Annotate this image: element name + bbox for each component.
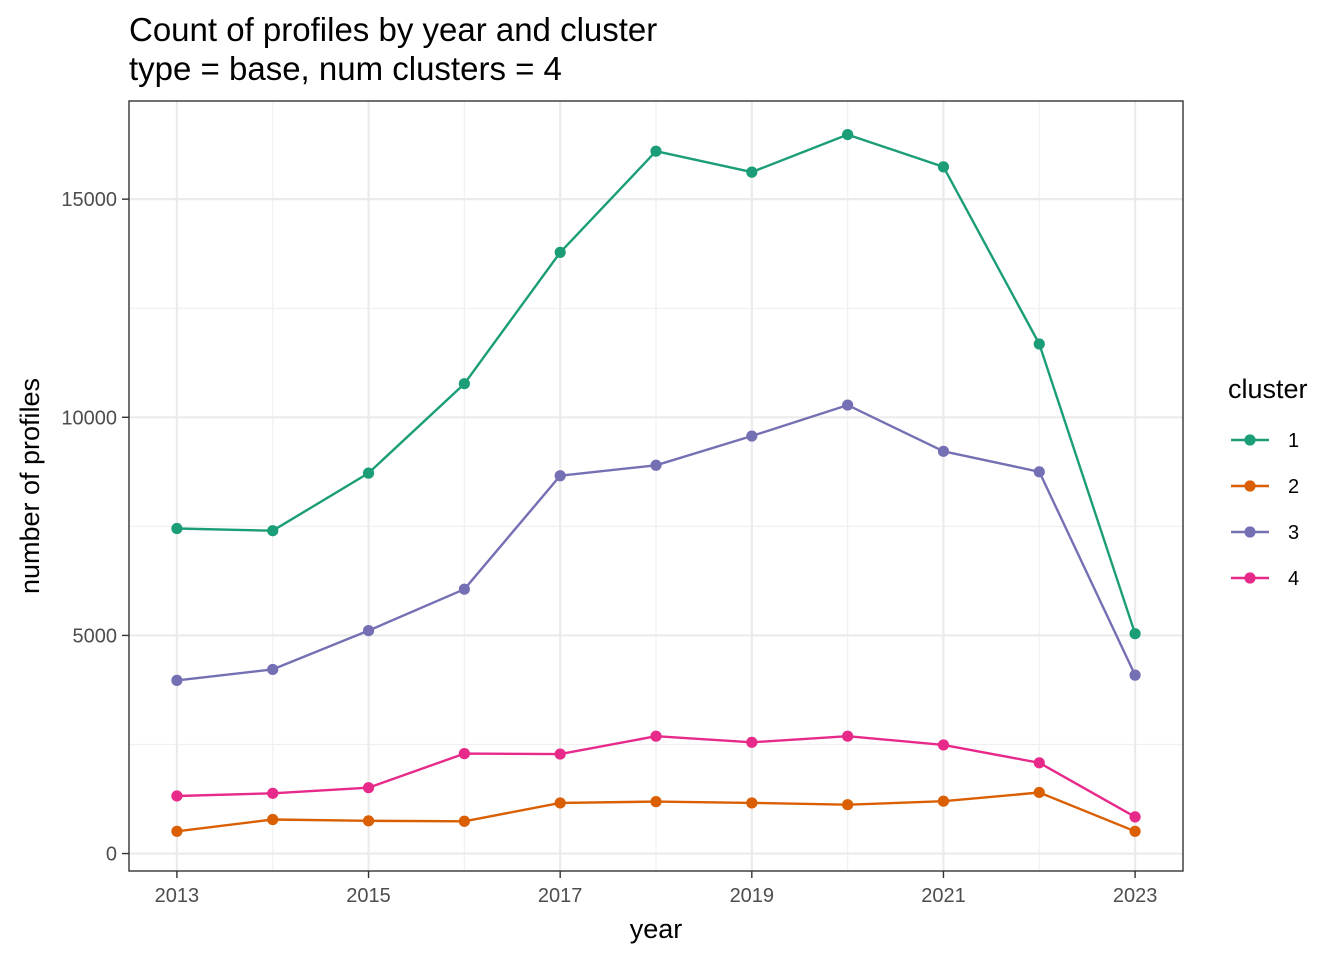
y-axis: 0 5000 10000 15000 <box>61 189 129 866</box>
y-tick-label: 15000 <box>61 189 117 211</box>
data-point <box>458 583 470 595</box>
data-point <box>362 467 375 479</box>
legend-title: cluster <box>1228 374 1308 404</box>
x-tick-label: 2015 <box>346 885 391 907</box>
x-tick-label: 2017 <box>538 885 583 907</box>
data-point <box>1033 786 1045 799</box>
x-tick-label: 2019 <box>730 885 775 907</box>
data-point <box>171 522 183 535</box>
data-point <box>554 246 566 258</box>
y-tick-label: 0 <box>106 844 117 866</box>
data-point <box>842 730 854 742</box>
data-point <box>1129 825 1141 837</box>
chart-subtitle: type = base, num clusters = 4 <box>129 50 562 87</box>
data-point <box>362 815 375 827</box>
legend: cluster 1 2 3 4 <box>1228 374 1308 590</box>
data-point <box>362 782 375 794</box>
data-point <box>267 813 279 826</box>
data-point <box>746 736 758 748</box>
data-point <box>842 799 854 811</box>
legend-key-point <box>1244 526 1256 538</box>
major-gridlines <box>129 101 1183 871</box>
data-point <box>842 128 854 141</box>
data-point <box>650 796 662 808</box>
data-point <box>554 748 566 760</box>
data-point <box>1129 669 1141 681</box>
y-axis-title: number of profiles <box>15 378 45 594</box>
data-point <box>746 166 758 178</box>
data-point <box>650 730 662 742</box>
data-point <box>362 625 375 637</box>
plot-border <box>128 100 1184 872</box>
data-point <box>171 674 183 686</box>
y-tick-label: 5000 <box>73 625 118 647</box>
series-2 <box>171 786 1141 837</box>
data-point <box>746 797 758 809</box>
x-axis-title: year <box>630 914 683 944</box>
data-point <box>937 445 950 457</box>
data-point <box>267 787 279 799</box>
chart-title: Count of profiles by year and cluster <box>129 11 657 48</box>
data-point <box>746 430 758 442</box>
data-point <box>937 161 950 173</box>
legend-key-point <box>1244 572 1256 584</box>
data-point <box>842 399 854 411</box>
y-tick-label: 10000 <box>61 407 117 429</box>
data-point <box>1129 811 1141 823</box>
series-layer <box>171 128 1141 837</box>
data-point <box>554 470 566 482</box>
data-point <box>650 459 662 471</box>
legend-label: 1 <box>1288 430 1299 452</box>
legend-label: 2 <box>1288 476 1299 498</box>
data-point <box>1033 757 1045 769</box>
x-tick-label: 2023 <box>1113 885 1158 907</box>
x-tick-label: 2013 <box>155 885 200 907</box>
data-point <box>458 815 470 827</box>
data-point <box>1033 466 1045 478</box>
data-point <box>458 378 470 390</box>
series-4 <box>171 730 1141 823</box>
x-axis: 2013 2015 2017 2019 2021 2023 <box>155 871 1158 907</box>
legend-key-point <box>1244 434 1256 446</box>
data-point <box>554 797 566 809</box>
data-point <box>650 145 662 157</box>
legend-label: 4 <box>1288 568 1299 590</box>
data-point <box>937 739 950 751</box>
series-1 <box>171 128 1141 640</box>
data-point <box>937 795 950 807</box>
series-3 <box>171 399 1141 686</box>
data-point <box>1129 628 1141 640</box>
data-point <box>1033 338 1045 350</box>
data-point <box>171 825 183 837</box>
data-point <box>171 790 183 802</box>
minor-gridlines <box>129 101 1183 871</box>
x-tick-label: 2021 <box>921 885 966 907</box>
legend-key-point <box>1244 480 1256 492</box>
data-point <box>458 748 470 760</box>
data-point <box>267 525 279 537</box>
data-point <box>267 663 279 676</box>
legend-label: 3 <box>1288 522 1299 544</box>
